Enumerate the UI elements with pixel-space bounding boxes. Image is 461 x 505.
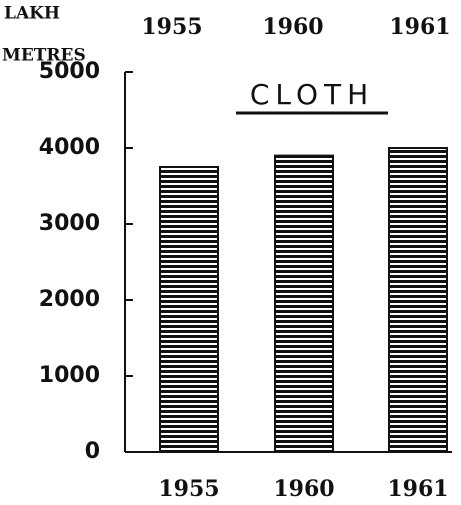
top-category-label: 1960 bbox=[262, 14, 323, 40]
top-category-label: 1955 bbox=[141, 14, 202, 40]
y-axis-label: METRES bbox=[2, 46, 86, 66]
bar bbox=[159, 166, 219, 453]
x-tick-label: 1955 bbox=[158, 476, 219, 502]
y-tick-label: 3000 bbox=[39, 211, 100, 236]
y-tick-label: 5000 bbox=[39, 59, 100, 84]
y-tick-label: 0 bbox=[85, 439, 100, 464]
x-tick-label: 1961 bbox=[387, 476, 448, 502]
y-tick-label: 4000 bbox=[39, 135, 100, 160]
y-tick-label: 2000 bbox=[39, 287, 100, 312]
chart-title: CLOTH bbox=[250, 78, 374, 111]
y-axis-label: LAKH bbox=[4, 4, 60, 24]
bar bbox=[388, 147, 448, 453]
y-tick-label: 1000 bbox=[39, 363, 100, 388]
top-category-label: 1961 bbox=[389, 14, 450, 40]
bar bbox=[274, 154, 334, 453]
x-tick-label: 1960 bbox=[273, 476, 334, 502]
